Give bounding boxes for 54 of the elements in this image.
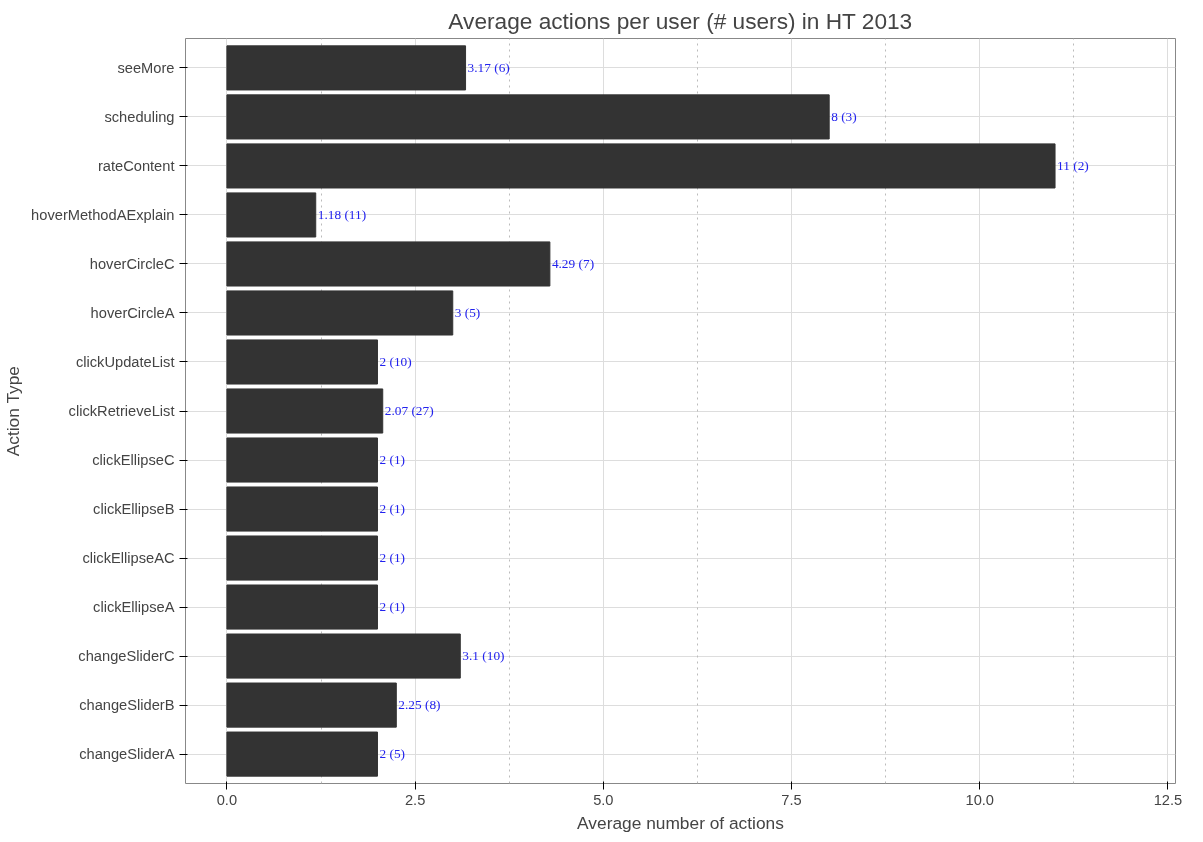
data-label: 2.25 (8)	[398, 697, 441, 713]
bar	[226, 633, 461, 679]
data-label: 2 (1)	[379, 599, 406, 615]
bar	[226, 339, 378, 385]
bar	[226, 584, 378, 630]
data-label: 2 (5)	[379, 746, 406, 762]
y-axis-title: Action Type	[3, 366, 24, 457]
y-tick-label: changeSliderB	[79, 697, 175, 714]
bar	[226, 143, 1056, 189]
data-label: 2 (1)	[379, 452, 406, 468]
bar	[226, 94, 830, 140]
data-label: 3 (5)	[454, 304, 481, 320]
chart-title: Average actions per user (# users) in HT 2013	[448, 7, 913, 34]
data-label: 2.07 (27)	[384, 403, 434, 418]
x-tick-label: 2.5	[404, 791, 426, 808]
bar	[226, 486, 378, 532]
y-tick-label: hoverCircleA	[90, 304, 175, 321]
y-tick-label: rateContent	[97, 157, 175, 174]
bar	[226, 290, 454, 336]
y-tick-label: clickEllipseA	[93, 599, 175, 616]
bar	[226, 192, 317, 238]
data-label: 3.17 (6)	[467, 59, 510, 75]
x-tick-label: 5.0	[593, 791, 614, 808]
y-tick-label: hoverCircleC	[89, 255, 175, 272]
y-tick-label: changeSliderC	[78, 648, 175, 665]
y-tick-label: hoverMethodAExplain	[31, 206, 175, 223]
data-label: 4.29 (7)	[551, 255, 595, 271]
data-label: 2 (10)	[379, 353, 412, 369]
bar	[226, 535, 378, 581]
bar	[226, 682, 397, 728]
data-label: 1.18 (11)	[317, 206, 367, 222]
bar	[226, 241, 551, 287]
y-tick-label: scheduling	[104, 108, 175, 125]
x-tick-label: 0.0	[216, 791, 238, 808]
data-label: 3.1 (10)	[462, 648, 505, 664]
x-tick-label: 10.0	[965, 791, 995, 808]
data-label: 8 (3)	[831, 108, 857, 124]
bar	[226, 388, 384, 434]
x-axis-title: Average number of actions	[577, 812, 785, 833]
y-tick-label: changeSliderA	[79, 746, 175, 763]
y-tick-label: clickRetrieveList	[68, 403, 175, 419]
y-tick-label: clickEllipseAC	[82, 550, 175, 567]
data-label: 2 (1)	[379, 550, 406, 566]
data-label: 2 (1)	[379, 501, 406, 517]
y-tick-label: seeMore	[117, 59, 175, 76]
y-tick-label: clickEllipseC	[92, 452, 175, 469]
x-tick-label: 12.5	[1153, 791, 1183, 808]
data-label: 11 (2)	[1057, 157, 1089, 173]
x-tick-label: 7.5	[781, 791, 802, 808]
bar	[226, 437, 378, 483]
bar	[226, 45, 467, 91]
bar	[226, 731, 378, 777]
y-tick-label: clickUpdateList	[75, 353, 175, 370]
y-tick-label: clickEllipseB	[93, 501, 175, 518]
